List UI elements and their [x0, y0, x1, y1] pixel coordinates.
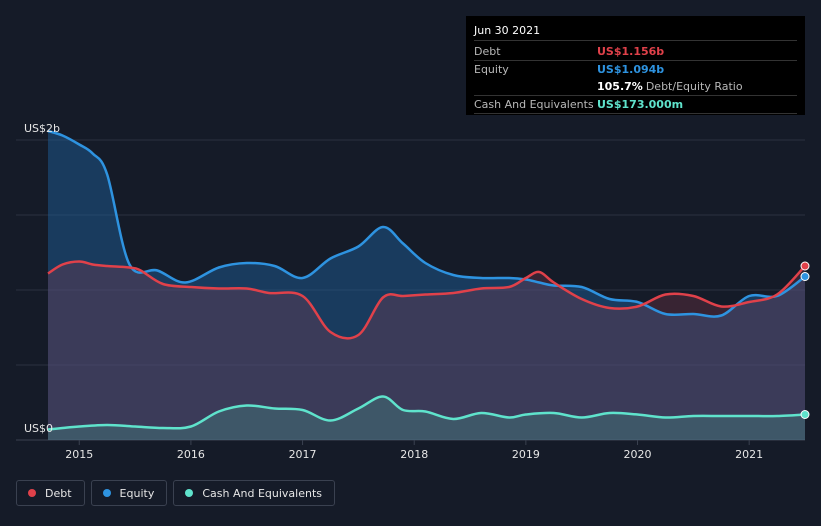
tooltip-value: US$1.156b: [597, 45, 665, 58]
tooltip-value: US$1.094b: [597, 63, 665, 76]
legend-item-cash[interactable]: Cash And Equivalents: [173, 480, 335, 506]
legend-item-equity[interactable]: Equity: [90, 480, 168, 506]
y-axis-bottom-label: US$0: [24, 422, 53, 435]
equity-end-marker: [800, 272, 810, 281]
tooltip-label: [474, 78, 597, 95]
x-tick-label: 2017: [289, 448, 317, 461]
legend-dot-icon: [185, 489, 194, 497]
series-lines: [47, 129, 806, 431]
legend-dot-icon: [28, 489, 36, 497]
gridlines: [16, 139, 805, 441]
series-areas: [48, 131, 805, 440]
x-tick-label: 2019: [512, 448, 540, 461]
x-tick-label: 2015: [65, 448, 93, 461]
cash-and-equivalents-line: [47, 395, 806, 431]
data-tooltip: Jun 30 2021 Debt US$1.156b Equity US$1.0…: [466, 16, 805, 115]
chart-legend: Debt Equity Cash And Equivalents: [16, 480, 335, 506]
tooltip-label: Equity: [474, 63, 509, 76]
x-tick-label: 2018: [400, 448, 428, 461]
x-tick-label: 2016: [177, 448, 205, 461]
tooltip-row-debt: Debt US$1.156b: [474, 43, 797, 61]
x-axis-ticks: 2015 2016 2017 2018 2019 2020 2021: [65, 440, 763, 461]
legend-label: Debt: [45, 486, 72, 500]
tooltip-label: Cash And Equivalents: [474, 98, 594, 111]
debt-area: [48, 261, 805, 440]
tooltip-value: US$173.000m: [597, 98, 684, 111]
equity-area: [48, 131, 805, 440]
tooltip-label: Debt: [474, 45, 501, 58]
tooltip-ratio-caption: Debt/Equity Ratio: [645, 80, 743, 93]
legend-label: Cash And Equivalents: [202, 486, 322, 500]
legend-label: Equity: [119, 486, 155, 500]
equity-line: [47, 129, 806, 318]
y-axis-top-label: US$2b: [24, 122, 60, 135]
tooltip-row-equity: Equity US$1.094b: [474, 61, 797, 78]
tooltip-date: Jun 30 2021: [474, 22, 797, 41]
tooltip-row-cash: Cash And Equivalents US$173.000m: [474, 96, 797, 114]
debt-line: [47, 260, 806, 340]
debt-end-marker: [800, 261, 810, 271]
tooltip-row-ratio: 105.7% Debt/Equity Ratio: [474, 78, 797, 96]
x-tick-label: 2021: [735, 448, 763, 461]
tooltip-value: 105.7%: [597, 80, 643, 93]
x-tick-label: 2020: [624, 448, 652, 461]
legend-item-debt[interactable]: Debt: [16, 480, 85, 506]
cash-and-equivalents-end-marker: [800, 410, 810, 419]
series-end-markers: [800, 261, 810, 419]
legend-dot-icon: [102, 489, 111, 497]
